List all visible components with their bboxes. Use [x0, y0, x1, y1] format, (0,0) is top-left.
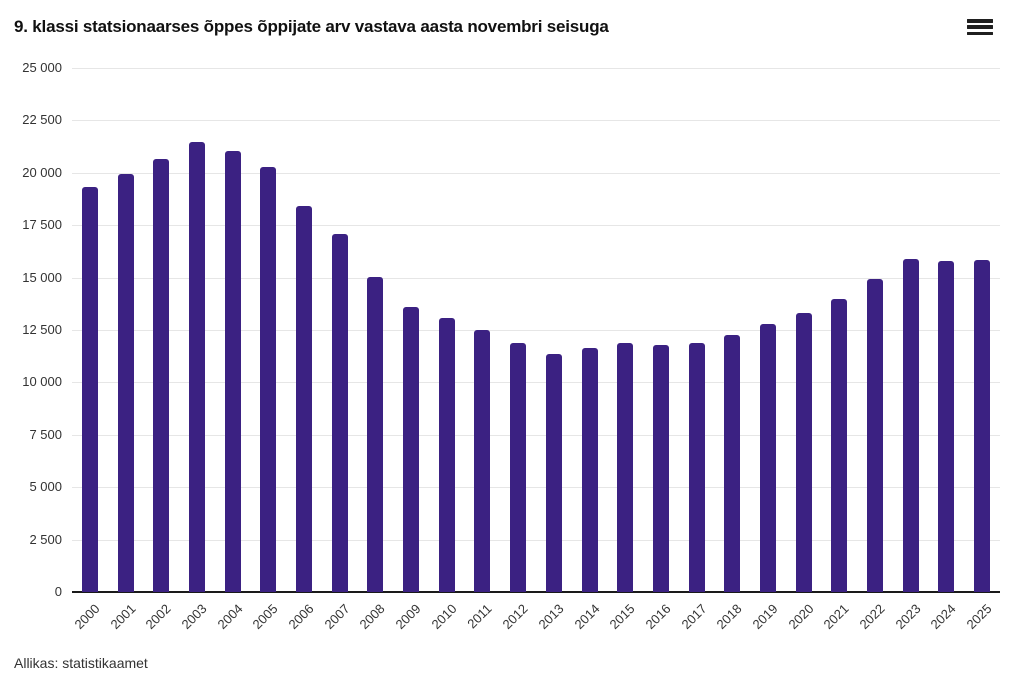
- bar-2024[interactable]: [938, 260, 955, 592]
- y-tick-label: 12 500: [22, 322, 62, 337]
- bar-2009[interactable]: [403, 306, 420, 592]
- gridline: [72, 120, 1000, 122]
- bar-2014[interactable]: [581, 347, 598, 592]
- hamburger-bar: [967, 19, 993, 23]
- bar-2025[interactable]: [974, 259, 991, 592]
- bar-2016[interactable]: [652, 344, 669, 592]
- bar-2020[interactable]: [795, 313, 812, 592]
- bar-2023[interactable]: [902, 258, 919, 592]
- bar-2021[interactable]: [831, 298, 848, 592]
- bar-2011[interactable]: [474, 330, 491, 592]
- bar-2004[interactable]: [224, 150, 241, 592]
- chart-title: 9. klassi statsionaarses õppes õppijate …: [14, 17, 609, 36]
- bar-2005[interactable]: [260, 166, 277, 592]
- gridline: [72, 539, 1000, 541]
- bar-2013[interactable]: [545, 354, 562, 592]
- bar-2019[interactable]: [760, 323, 776, 592]
- gridline: [72, 172, 1000, 174]
- x-axis-line: [72, 591, 1000, 593]
- y-tick-label: 22 500: [22, 112, 62, 128]
- gridline: [72, 382, 1000, 384]
- y-tick-label: 2 500: [29, 531, 62, 547]
- gridline: [72, 277, 1000, 279]
- bar-2002[interactable]: [153, 159, 170, 592]
- hamburger-bar: [967, 25, 993, 29]
- bar-2022[interactable]: [867, 278, 884, 592]
- y-tick-label: 15 000: [22, 269, 62, 285]
- gridline: [72, 434, 1000, 436]
- y-tick-label: 20 000: [22, 164, 62, 180]
- y-tick-label: 7 500: [29, 426, 62, 442]
- gridline: [72, 68, 1000, 69]
- bar-2001[interactable]: [117, 173, 134, 592]
- gridline: [72, 330, 1000, 331]
- y-tick-label: 0: [54, 584, 62, 599]
- gridline: [72, 487, 1000, 489]
- bar-2018[interactable]: [724, 335, 741, 592]
- source-note: Allikas: statistikaamet: [14, 655, 148, 671]
- hamburger-menu-icon[interactable]: [967, 19, 993, 35]
- gridline: [72, 225, 1000, 227]
- bar-2007[interactable]: [331, 233, 348, 592]
- bar-2012[interactable]: [510, 342, 527, 592]
- y-tick-label: 25 000: [22, 60, 62, 75]
- bar-2000[interactable]: [81, 187, 98, 592]
- bar-2015[interactable]: [617, 342, 634, 592]
- y-axis-labels: 0 2 500 5 000 7 500 10 000 12 500 15 000 17 500…: [0, 60, 62, 599]
- bar-2010[interactable]: [438, 318, 455, 592]
- bar-2003[interactable]: [188, 142, 205, 592]
- y-tick-label: 5 000: [29, 479, 62, 495]
- bar-2008[interactable]: [367, 276, 384, 592]
- y-tick-label: 10 000: [22, 374, 62, 390]
- hamburger-bar: [967, 31, 993, 35]
- y-tick-label: 17 500: [22, 217, 62, 233]
- bar-2006[interactable]: [296, 206, 312, 592]
- x-axis-labels: 2000 2001 2002 2003 2004 2005 2006 2007 2008 2009…: [71, 68, 1024, 685]
- bar-2017[interactable]: [688, 342, 705, 592]
- plot-area: [72, 68, 1000, 593]
